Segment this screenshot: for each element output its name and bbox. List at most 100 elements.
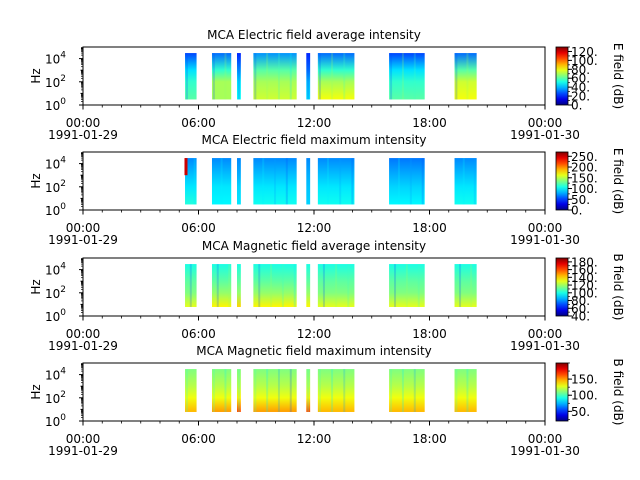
data-texture bbox=[417, 264, 420, 307]
panel-2: MCA Electric field maximum intensity Hz10… bbox=[29, 133, 625, 247]
data-texture bbox=[390, 53, 393, 100]
data-texture bbox=[270, 264, 273, 307]
chart-title: MCA Magnetic field average intensity bbox=[202, 239, 426, 253]
data-texture bbox=[318, 369, 321, 412]
y-tick-label: 102 bbox=[45, 390, 66, 406]
x-tick-label: 06:00 bbox=[181, 432, 216, 446]
data-texture bbox=[277, 369, 280, 412]
colorbar-label: E field (dB) bbox=[611, 43, 625, 109]
data-texture bbox=[237, 53, 240, 100]
data-texture bbox=[277, 53, 280, 100]
data-texture bbox=[224, 369, 227, 412]
x-tick-date-label: 1991-01-29 bbox=[48, 444, 118, 458]
data-texture bbox=[409, 158, 412, 205]
colorbar-frame bbox=[555, 46, 569, 106]
y-tick-label: 104 bbox=[45, 367, 66, 383]
y-tick-label: 100 bbox=[45, 202, 66, 218]
data-texture bbox=[228, 264, 231, 307]
colorbar-tick-label: 60. bbox=[571, 72, 590, 86]
data-texture bbox=[455, 369, 458, 412]
x-tick-label: 18:00 bbox=[412, 327, 447, 341]
data-texture bbox=[347, 264, 350, 307]
colorbar-label: B field (dB) bbox=[611, 359, 625, 426]
colorbar-tick-label: 0. bbox=[571, 204, 582, 218]
data-texture bbox=[254, 369, 257, 412]
y-axis-label: Hz bbox=[29, 384, 43, 399]
colorbar-tick-label: 100. bbox=[571, 54, 598, 68]
data-segment bbox=[211, 264, 232, 307]
data-segment bbox=[454, 369, 477, 412]
colorbar-tick-label: 250. bbox=[571, 150, 598, 164]
data-texture bbox=[307, 53, 310, 100]
chart-title: MCA Electric field average intensity bbox=[207, 28, 421, 42]
data-segment bbox=[237, 264, 241, 307]
data-segment bbox=[306, 53, 311, 100]
y-axis-label: Hz bbox=[29, 173, 43, 188]
data-segment bbox=[317, 158, 355, 205]
x-tick-label: 00:00 bbox=[66, 221, 101, 235]
data-texture bbox=[289, 369, 292, 412]
x-tick-label: 00:00 bbox=[66, 116, 101, 130]
data-texture bbox=[397, 158, 400, 205]
colorbar bbox=[556, 363, 568, 421]
chart-title: MCA Electric field maximum intensity bbox=[201, 133, 426, 147]
data-segment bbox=[211, 53, 232, 100]
x-tick-label: 00:00 bbox=[528, 327, 563, 341]
data-segment bbox=[237, 369, 241, 412]
data-texture bbox=[212, 369, 215, 412]
x-tick-label: 12:00 bbox=[297, 432, 332, 446]
data-segment bbox=[306, 264, 311, 307]
data-texture bbox=[224, 53, 227, 100]
colorbar-tick-label: 200. bbox=[571, 161, 598, 175]
data-segment bbox=[306, 369, 311, 412]
x-tick-label: 00:00 bbox=[528, 221, 563, 235]
data-segment bbox=[211, 369, 232, 412]
colorbar-tick-label: 80. bbox=[571, 63, 590, 77]
data-texture bbox=[212, 53, 215, 100]
x-tick-label: 18:00 bbox=[412, 432, 447, 446]
colorbar-label: E field (dB) bbox=[611, 148, 625, 214]
colorbar-tick-label: 50. bbox=[571, 405, 590, 419]
data-segment bbox=[237, 53, 241, 100]
data-texture bbox=[335, 264, 338, 307]
data-texture bbox=[289, 53, 292, 100]
data-texture bbox=[351, 158, 354, 205]
colorbar-frame bbox=[555, 362, 569, 422]
data-texture bbox=[413, 369, 416, 412]
colorbar bbox=[556, 258, 568, 316]
data-segment bbox=[389, 53, 425, 100]
chart-title: MCA Magnetic field maximum intensity bbox=[196, 344, 432, 358]
data-texture bbox=[473, 158, 476, 205]
data-segment bbox=[389, 369, 425, 412]
colorbar-label: B field (dB) bbox=[611, 254, 625, 321]
data-texture bbox=[318, 53, 321, 100]
data-segment bbox=[306, 158, 311, 205]
colorbar-tick-label: 60. bbox=[571, 302, 590, 316]
data-texture bbox=[189, 264, 192, 307]
data-segment bbox=[211, 158, 232, 205]
y-tick-label: 102 bbox=[45, 285, 66, 301]
data-texture bbox=[262, 158, 265, 205]
data-segment bbox=[454, 264, 477, 307]
data-segment bbox=[454, 53, 477, 100]
colorbar-tick-label: 80. bbox=[571, 294, 590, 308]
x-tick-label: 06:00 bbox=[181, 327, 216, 341]
x-tick-date-label: 1991-01-29 bbox=[48, 339, 118, 353]
data-texture bbox=[421, 158, 424, 205]
data-texture bbox=[258, 264, 261, 307]
colorbar-tick-label: 180. bbox=[571, 255, 598, 269]
colorbar-tick-label: 160. bbox=[571, 263, 598, 277]
panel-4: MCA Magnetic field maximum intensity Hz10… bbox=[29, 344, 625, 458]
data-segment bbox=[185, 264, 197, 307]
y-tick-label: 100 bbox=[45, 308, 66, 324]
data-segment bbox=[253, 53, 297, 100]
data-texture bbox=[266, 369, 269, 412]
data-segment bbox=[237, 158, 241, 205]
data-texture bbox=[413, 53, 416, 100]
data-texture bbox=[401, 53, 404, 100]
colorbar-tick-label: 120. bbox=[571, 45, 598, 59]
data-segment bbox=[185, 158, 197, 205]
data-texture bbox=[462, 158, 465, 205]
data-texture bbox=[331, 369, 334, 412]
